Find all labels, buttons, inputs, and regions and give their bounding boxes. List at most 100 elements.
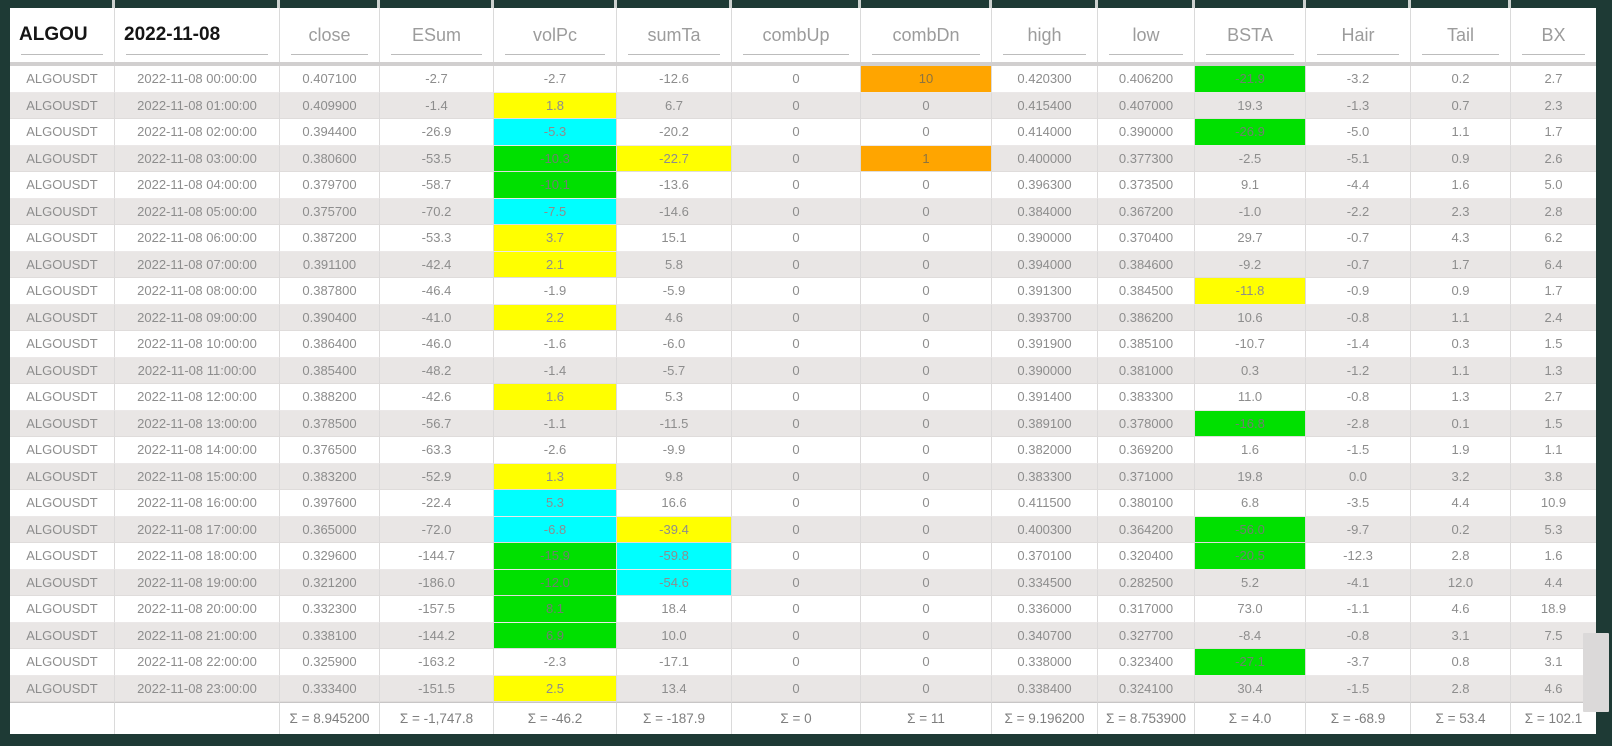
cell-sumTa: -20.2 (617, 119, 732, 146)
cell-BSTA: 5.2 (1195, 569, 1306, 596)
timestamp-cell: 2022-11-08 03:00:00 (115, 145, 280, 172)
column-header-BX[interactable]: BX (1511, 8, 1596, 62)
cell-close: 0.376500 (280, 437, 380, 464)
cell-ESum: -46.0 (380, 331, 494, 358)
cell-sumTa: 9.8 (617, 463, 732, 490)
ticker-cell: ALGOUSDT (10, 331, 115, 358)
cell-high: 0.390000 (992, 357, 1098, 384)
cell-Tail: 3.1 (1411, 622, 1511, 649)
cell-volPc: 2.5 (494, 675, 617, 702)
ticker-cell: ALGOUSDT (10, 251, 115, 278)
column-header-Tail[interactable]: Tail (1411, 8, 1511, 62)
table-title-date[interactable]: 2022-11-08 (115, 8, 280, 62)
column-header-Hair[interactable]: Hair (1306, 8, 1411, 62)
cell-low: 0.384500 (1098, 278, 1195, 305)
ticker-cell: ALGOUSDT (10, 92, 115, 119)
sum-BX: Σ = 102.1 (1511, 702, 1596, 734)
table-row: ALGOUSDT 2022-11-08 23:00:00 0.333400 -151.… (10, 675, 1596, 702)
cell-combDn: 0 (861, 463, 992, 490)
top-strip-cell (732, 0, 861, 8)
column-header-close[interactable]: close (280, 8, 380, 62)
cell-Tail: 2.8 (1411, 543, 1511, 570)
cell-volPc: -1.6 (494, 331, 617, 358)
cell-sumTa: -6.0 (617, 331, 732, 358)
cell-BX: 2.3 (1511, 93, 1596, 119)
cell-ESum: -52.9 (380, 463, 494, 490)
cell-sumTa: -39.4 (617, 516, 732, 543)
column-header-low[interactable]: low (1098, 8, 1195, 62)
cell-Hair: -5.1 (1306, 145, 1411, 172)
cell-BX: 1.5 (1511, 331, 1596, 358)
ticker-cell: ALGOUSDT (10, 649, 115, 676)
cell-sumTa: 16.6 (617, 490, 732, 517)
cell-high: 0.338000 (992, 649, 1098, 676)
cell-BSTA: 10.6 (1195, 304, 1306, 331)
cell-sumTa: -11.5 (617, 410, 732, 437)
scrollbar-thumb[interactable] (1583, 633, 1609, 712)
sum-BSTA: Σ = 4.0 (1195, 702, 1306, 734)
column-header-ESum[interactable]: ESum (380, 8, 494, 62)
table-row: ALGOUSDT 2022-11-08 19:00:00 0.321200 -186.… (10, 569, 1596, 596)
cell-Hair: -1.5 (1306, 437, 1411, 464)
table-row: ALGOUSDT 2022-11-08 06:00:00 0.387200 -53.3… (10, 225, 1596, 252)
cell-combDn: 0 (861, 119, 992, 146)
column-header-combDn[interactable]: combDn (861, 8, 992, 62)
timestamp-cell: 2022-11-08 05:00:00 (115, 198, 280, 225)
cell-Tail: 2.3 (1411, 198, 1511, 225)
cell-Hair: -1.2 (1306, 357, 1411, 384)
column-header-high[interactable]: high (992, 8, 1098, 62)
ticker-cell: ALGOUSDT (10, 384, 115, 411)
cell-volPc: -1.1 (494, 410, 617, 437)
cell-BSTA: 30.4 (1195, 675, 1306, 702)
cell-BX: 6.4 (1511, 252, 1596, 278)
cell-sumTa: 5.8 (617, 251, 732, 278)
cell-combDn: 0 (861, 437, 992, 464)
cell-high: 0.393700 (992, 304, 1098, 331)
timestamp-cell: 2022-11-08 22:00:00 (115, 649, 280, 676)
cell-ESum: -42.4 (380, 251, 494, 278)
sum-combDn: Σ = 11 (861, 702, 992, 734)
cell-BSTA: -1.0 (1195, 198, 1306, 225)
timestamp-cell: 2022-11-08 01:00:00 (115, 92, 280, 119)
cell-combDn: 0 (861, 304, 992, 331)
cell-Hair: -5.0 (1306, 119, 1411, 146)
sum-high: Σ = 9.196200 (992, 702, 1098, 734)
cell-combDn: 0 (861, 251, 992, 278)
ticker-cell: ALGOUSDT (10, 198, 115, 225)
timestamp-cell: 2022-11-08 17:00:00 (115, 516, 280, 543)
column-header-sumTa[interactable]: sumTa (617, 8, 732, 62)
cell-close: 0.329600 (280, 543, 380, 570)
cell-ESum: -63.3 (380, 437, 494, 464)
cell-Tail: 1.1 (1411, 357, 1511, 384)
cell-BX: 2.7 (1511, 384, 1596, 411)
cell-high: 0.391400 (992, 384, 1098, 411)
column-header-combUp[interactable]: combUp (732, 8, 861, 62)
cell-high: 0.338400 (992, 675, 1098, 702)
table-title-ticker[interactable]: ALGOU (10, 8, 115, 62)
cell-BSTA: 0.3 (1195, 357, 1306, 384)
timestamp-cell: 2022-11-08 09:00:00 (115, 304, 280, 331)
cell-Hair: -4.4 (1306, 172, 1411, 199)
sum-volPc: Σ = -46.2 (494, 702, 617, 734)
cell-Hair: -2.2 (1306, 198, 1411, 225)
cell-ESum: -56.7 (380, 410, 494, 437)
top-strip-cell (10, 0, 115, 8)
cell-ESum: -42.6 (380, 384, 494, 411)
timestamp-cell: 2022-11-08 04:00:00 (115, 172, 280, 199)
cell-combUp: 0 (732, 145, 861, 172)
cell-volPc: -1.4 (494, 357, 617, 384)
ticker-cell: ALGOUSDT (10, 675, 115, 702)
cell-BSTA: 9.1 (1195, 172, 1306, 199)
cell-high: 0.411500 (992, 490, 1098, 517)
column-header-volPc[interactable]: volPc (494, 8, 617, 62)
cell-volPc: -2.3 (494, 649, 617, 676)
cell-low: 0.380100 (1098, 490, 1195, 517)
cell-volPc: -2.7 (494, 66, 617, 93)
cell-Tail: 12.0 (1411, 569, 1511, 596)
cell-Tail: 1.1 (1411, 119, 1511, 146)
cell-Tail: 4.6 (1411, 596, 1511, 623)
cell-low: 0.386200 (1098, 304, 1195, 331)
column-header-BSTA[interactable]: BSTA (1195, 8, 1306, 62)
cell-combUp: 0 (732, 172, 861, 199)
cell-high: 0.415400 (992, 92, 1098, 119)
